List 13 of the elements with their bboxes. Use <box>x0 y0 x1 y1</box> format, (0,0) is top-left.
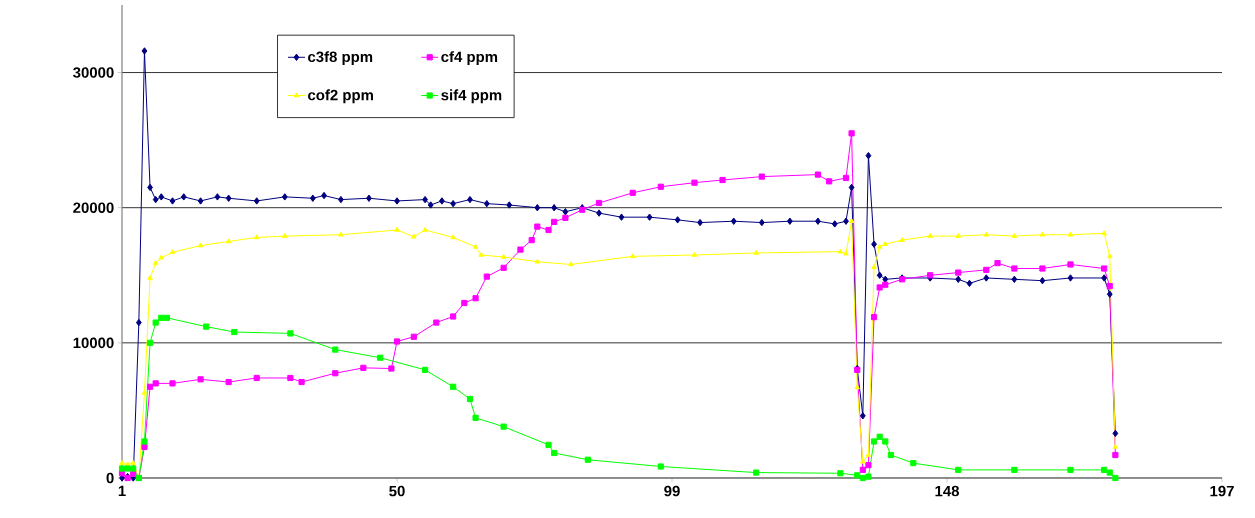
y-tick-label: 20000 <box>73 202 114 213</box>
x-tick-label: 197 <box>1210 485 1234 497</box>
y-tick-label: 10000 <box>73 337 114 349</box>
y-tick-label: 30000 <box>73 67 114 78</box>
legend-label: sif4 ppm <box>441 89 502 104</box>
x-tick-label: 148 <box>935 485 959 497</box>
x-tick-label: 1 <box>118 485 126 497</box>
legend-label: cf4 ppm <box>441 51 498 66</box>
x-tick-label: 99 <box>664 485 680 497</box>
legend-label: c3f8 ppm <box>308 51 373 66</box>
y-tick-label: 0 <box>106 472 114 484</box>
legend-label: cof2 ppm <box>308 89 373 104</box>
x-tick-label: 50 <box>389 485 405 497</box>
